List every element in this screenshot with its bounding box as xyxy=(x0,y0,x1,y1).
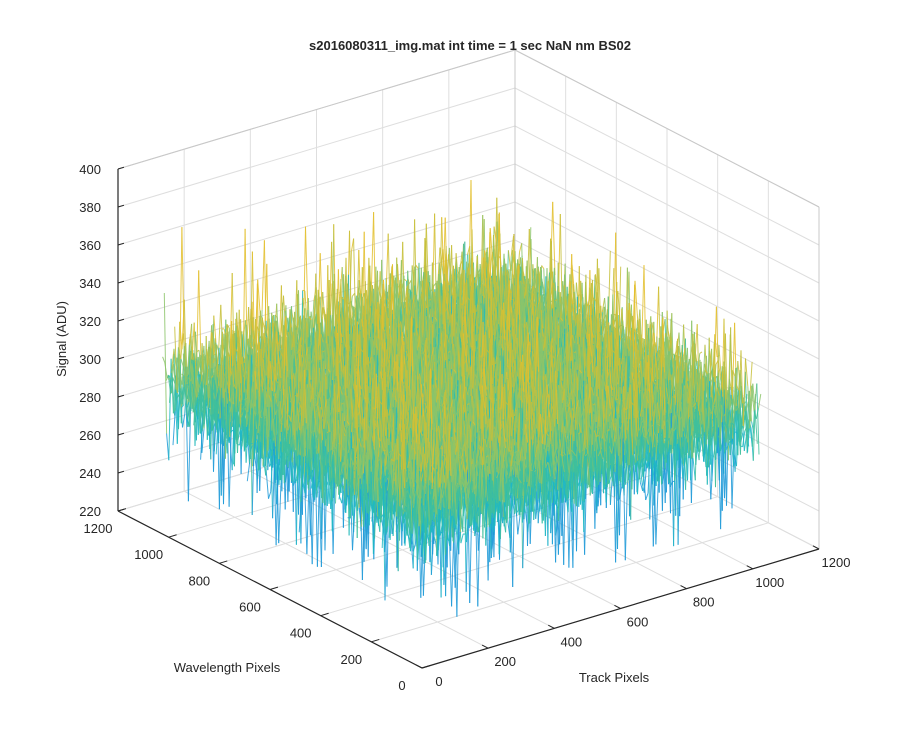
back-grid-zx-6 xyxy=(117,163,516,284)
side-grid-zy-6 xyxy=(514,163,820,322)
box-edge-top-side xyxy=(514,49,820,208)
surface-segment xyxy=(179,227,183,381)
floor-grid-y-2 xyxy=(320,496,718,617)
side-grid-zy-8 xyxy=(514,87,820,246)
surface-segment xyxy=(493,226,497,242)
surface-segment xyxy=(403,278,407,282)
back-grid-zx-8 xyxy=(117,87,516,208)
surface-layer xyxy=(162,179,762,617)
surface-segment xyxy=(163,292,168,434)
surface-segment xyxy=(218,304,222,354)
surface-segment xyxy=(226,324,230,329)
surface-segment xyxy=(168,358,172,461)
surface-segment xyxy=(198,270,202,364)
surface-segment xyxy=(169,369,173,403)
box-edge-top-back xyxy=(117,49,516,170)
surface-segment xyxy=(181,227,185,342)
surface-segment xyxy=(162,356,166,363)
back-grid-zx-7 xyxy=(117,125,516,246)
side-grid-zy-7 xyxy=(514,125,820,284)
surface-segment xyxy=(171,378,176,416)
side-grid-zy-5 xyxy=(514,201,820,360)
surface-segment xyxy=(261,240,265,310)
surface-segment xyxy=(176,380,181,444)
surface-segment xyxy=(171,348,175,370)
surface-segment xyxy=(305,226,309,311)
floor-grid-y-1 xyxy=(371,522,769,643)
